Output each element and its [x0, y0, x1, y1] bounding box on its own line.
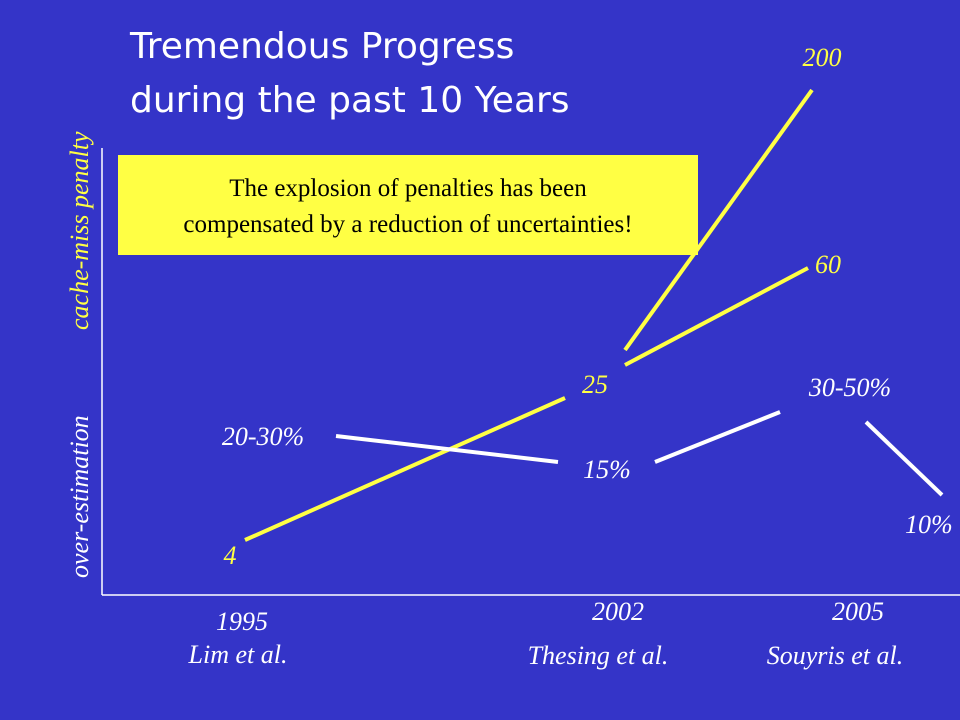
callout-line: compensated by a reduction of uncertaint…: [183, 211, 632, 238]
y-axis-upper: cache-miss penalty: [65, 131, 94, 330]
penalty-label: 60: [815, 250, 841, 279]
overestimation-line: [864, 420, 944, 497]
overestimation-label: 30-50%: [808, 373, 891, 402]
overestimation-label: 20-30%: [222, 422, 304, 451]
title-line: Tremendous Progress: [129, 26, 514, 67]
overestimation-line: [654, 410, 781, 464]
penalty-label: 200: [803, 43, 842, 72]
callout-line: The explosion of penalties has been: [229, 175, 587, 202]
penalty-line: [244, 396, 566, 542]
penalty-line: [624, 266, 809, 367]
callout-box: [118, 155, 698, 255]
penalty-line: [623, 88, 814, 352]
overestimation-label: 10%: [905, 510, 953, 539]
x-author: Thesing et al.: [528, 641, 669, 670]
x-year: 2005: [832, 597, 884, 626]
penalty-label: 25: [582, 370, 608, 399]
x-author: Souyris et al.: [767, 641, 904, 670]
overestimation-line: [335, 434, 559, 464]
x-year: 2002: [592, 597, 644, 626]
y-axis-lower: over-estimation: [65, 415, 94, 578]
title-line: during the past 10 Years: [130, 80, 570, 121]
penalty-label: 4: [224, 541, 237, 570]
x-author: Lim et al.: [188, 640, 288, 669]
x-year: 1995: [216, 607, 268, 636]
overestimation-label: 15%: [583, 455, 631, 484]
